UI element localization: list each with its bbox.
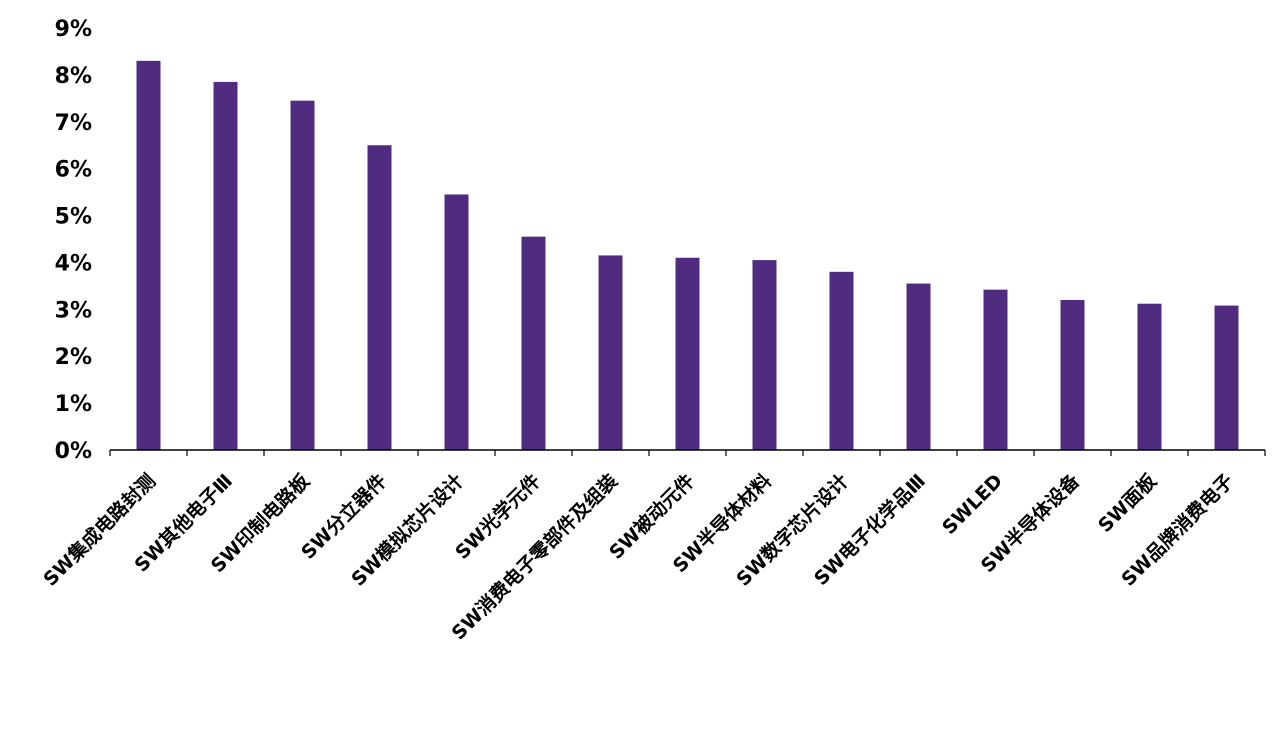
y-tick-label: 5% xyxy=(55,205,92,230)
bar xyxy=(136,60,161,450)
bar xyxy=(752,260,777,450)
bar xyxy=(213,81,238,450)
y-tick-label: 0% xyxy=(55,439,92,464)
bar xyxy=(598,255,623,450)
y-tick-label: 1% xyxy=(55,392,92,417)
bar xyxy=(1214,305,1239,450)
bar xyxy=(829,271,854,450)
y-tick-label: 6% xyxy=(55,158,92,183)
bar xyxy=(521,236,546,450)
y-tick-label: 3% xyxy=(55,298,92,323)
bar xyxy=(1137,303,1162,450)
bar xyxy=(290,100,315,450)
y-tick-label: 9% xyxy=(55,17,92,42)
bar xyxy=(906,283,931,450)
y-tick-label: 8% xyxy=(55,64,92,89)
bar xyxy=(675,257,700,450)
y-tick-label: 4% xyxy=(55,251,92,276)
x-tick-label: SW面板 xyxy=(1093,469,1161,537)
bar xyxy=(1060,299,1085,450)
bar xyxy=(983,289,1008,450)
y-tick-label: 2% xyxy=(55,345,92,370)
bar xyxy=(444,194,469,450)
bar xyxy=(367,145,392,450)
x-tick-label: SWLED xyxy=(938,470,1007,539)
y-tick-label: 7% xyxy=(55,111,92,136)
